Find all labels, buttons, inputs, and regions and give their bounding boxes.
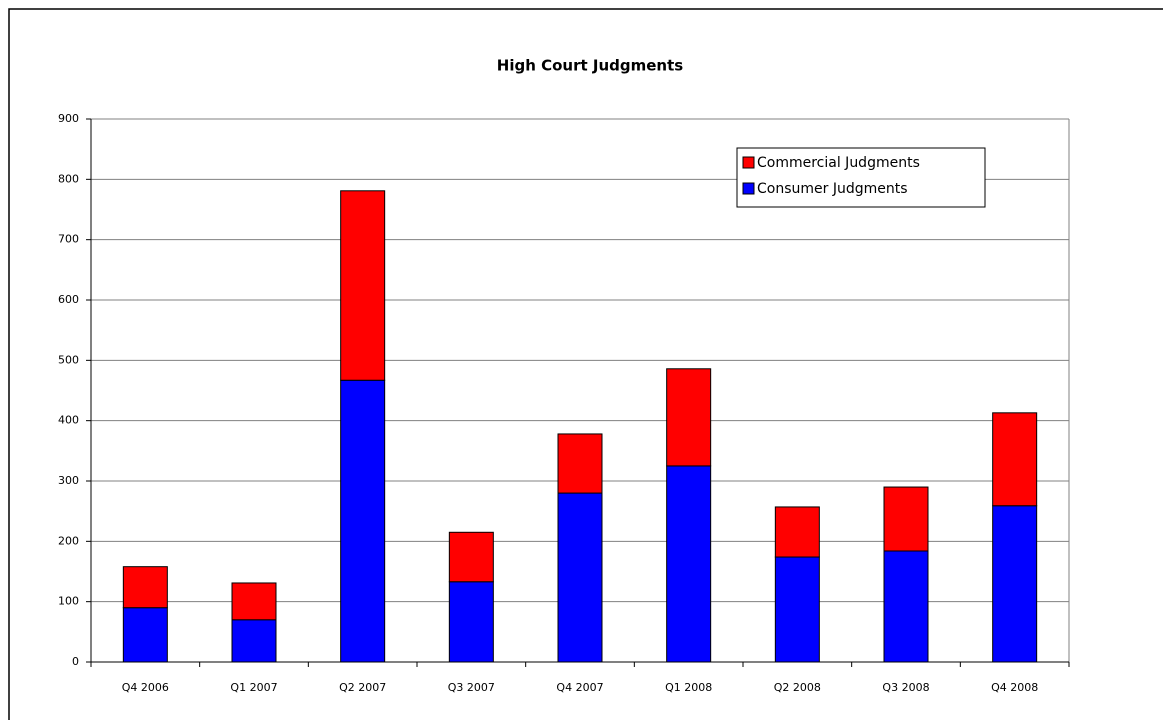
legend-box xyxy=(736,147,986,208)
chart-title: High Court Judgments xyxy=(497,57,684,75)
y-tick-label: 400 xyxy=(58,414,79,427)
legend-swatch xyxy=(742,156,755,169)
bar xyxy=(992,505,1038,663)
y-tick-label: 100 xyxy=(58,595,79,608)
bar xyxy=(992,412,1038,507)
x-tick-label: Q4 2008 xyxy=(991,681,1038,694)
y-tick-label: 800 xyxy=(58,172,79,185)
x-tick-label: Q4 2006 xyxy=(122,681,169,694)
y-tick-label: 900 xyxy=(58,112,79,125)
y-tick-label: 700 xyxy=(58,233,79,246)
y-tick-label: 0 xyxy=(72,655,79,668)
legend-swatch xyxy=(742,182,755,195)
bar xyxy=(883,550,929,663)
legend-label: Commercial Judgments xyxy=(757,155,920,171)
bar xyxy=(448,531,494,583)
bar xyxy=(557,433,603,494)
bar xyxy=(448,581,494,663)
x-tick-label: Q2 2007 xyxy=(339,681,386,694)
x-tick-label: Q2 2008 xyxy=(774,681,821,694)
bar xyxy=(340,379,386,663)
y-tick-label: 200 xyxy=(58,534,79,547)
bar xyxy=(666,368,712,467)
bar xyxy=(340,190,386,381)
bar xyxy=(231,582,277,621)
bar xyxy=(883,486,929,552)
x-tick-label: Q3 2008 xyxy=(882,681,929,694)
bar xyxy=(666,465,712,663)
x-tick-label: Q1 2008 xyxy=(665,681,712,694)
bar xyxy=(774,506,820,558)
x-tick-label: Q3 2007 xyxy=(448,681,495,694)
x-tick-label: Q1 2007 xyxy=(230,681,277,694)
y-tick-label: 500 xyxy=(58,353,79,366)
y-tick-label: 300 xyxy=(58,474,79,487)
bar xyxy=(774,556,820,663)
y-tick-label: 600 xyxy=(58,293,79,306)
bar xyxy=(122,566,168,609)
bar xyxy=(557,492,603,663)
bar xyxy=(231,619,277,663)
x-tick-label: Q4 2007 xyxy=(556,681,603,694)
bar xyxy=(122,607,168,663)
legend-label: Consumer Judgments xyxy=(757,181,908,197)
